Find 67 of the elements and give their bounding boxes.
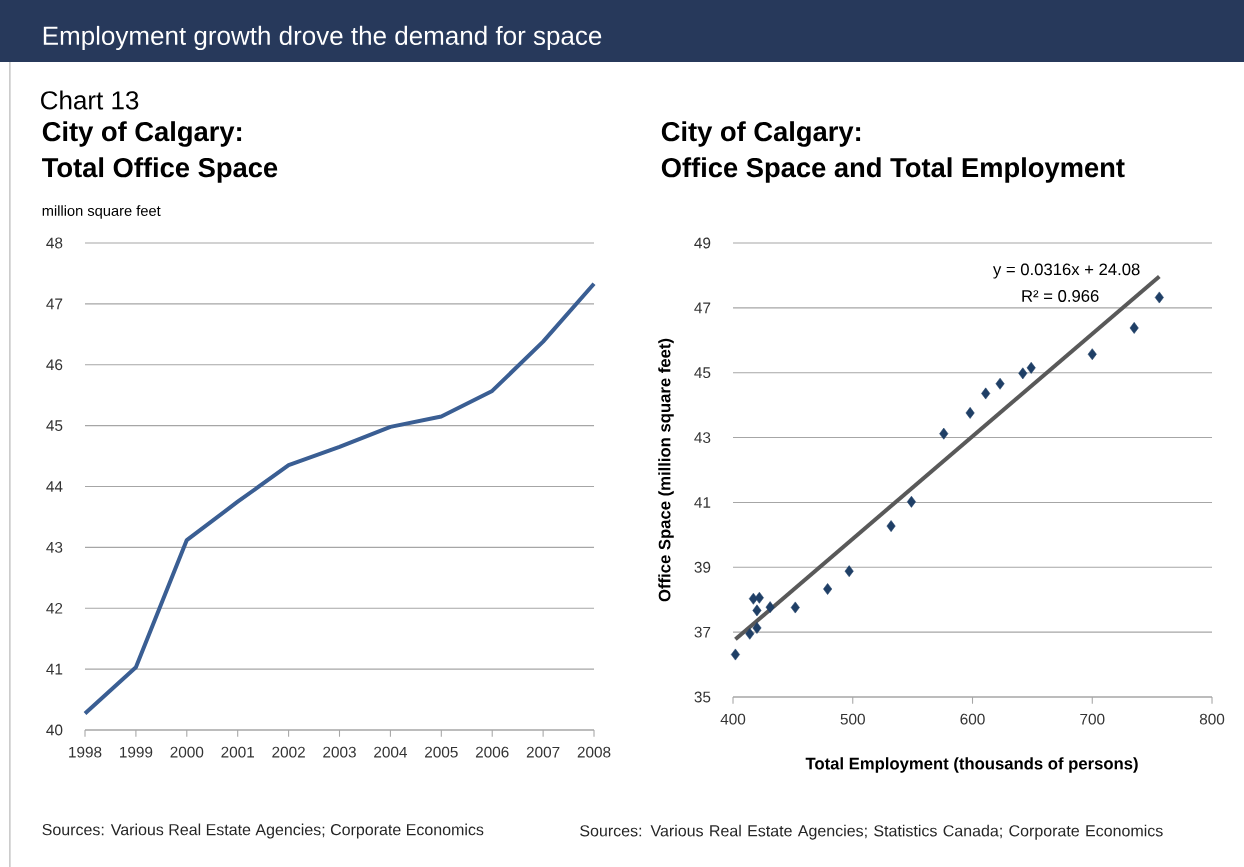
point	[939, 427, 949, 440]
y-tick-label: 47	[694, 302, 711, 314]
x-tick-label: 800	[1199, 713, 1225, 725]
y-tick-label: 44	[46, 481, 63, 492]
x-tick-label: 2003	[323, 746, 356, 758]
y-tick-label: 40	[46, 724, 63, 736]
y-tick-label: 47	[46, 298, 63, 310]
chart-title: City of Calgary:	[42, 121, 242, 147]
y-tick-label: 49	[694, 237, 711, 249]
x-tick-label: 700	[1080, 713, 1105, 725]
caption: Chart 13	[41, 90, 139, 110]
source-note: Sources: Various Real Estate Agencies; Statistics Canada; Corporate Economics	[580, 824, 1163, 840]
point	[965, 407, 975, 419]
x-tick-label: 2002	[272, 746, 305, 758]
x-tick-label: 1999	[120, 746, 153, 758]
y-tick-label: 41	[46, 663, 63, 675]
chart-title: City of Calgary:	[661, 121, 861, 147]
point	[995, 377, 1005, 390]
y-tick-label: 42	[46, 602, 63, 614]
x-tick-label: 500	[840, 713, 865, 725]
y-axis-title: Office Space (million square feet)	[658, 338, 674, 602]
point	[1026, 361, 1036, 374]
x-tick-label: 2004	[374, 746, 407, 758]
point	[844, 565, 854, 578]
x-tick-label: 400	[720, 713, 746, 725]
point	[886, 520, 896, 532]
y-tick-label: 43	[46, 541, 63, 553]
x-tick-label: 1998	[69, 746, 102, 758]
y-tick-label: 43	[694, 432, 711, 443]
y-tick-label: 41	[694, 497, 711, 508]
line-series	[83, 281, 597, 716]
x-tick-label: 2000	[170, 746, 204, 758]
y-tick-label: 39	[694, 561, 711, 573]
point	[1087, 348, 1097, 361]
point	[752, 622, 762, 634]
point	[981, 387, 991, 400]
point	[765, 601, 775, 614]
point	[823, 583, 833, 595]
point	[906, 495, 916, 508]
x-tick-label: 2008	[577, 746, 611, 758]
point	[1154, 291, 1164, 304]
y-tick-label: 48	[46, 237, 63, 249]
point	[790, 601, 800, 614]
y-tick-label: 46	[46, 359, 63, 371]
x-tick-label: 2007	[526, 746, 560, 758]
point	[1018, 367, 1028, 380]
annotation: y = 0.0316x + 24.08	[993, 263, 1140, 279]
y-tick-label: 35	[694, 691, 711, 703]
y-tick-label: 37	[694, 626, 711, 638]
y-tick-label: 45	[694, 367, 711, 379]
point	[745, 627, 755, 640]
x-tick-label: 2005	[425, 746, 458, 758]
x-tick-label: 2006	[475, 746, 509, 758]
x-tick-label: 2001	[221, 746, 254, 758]
text: Employment growth drove the demand for space	[43, 25, 602, 51]
source-note: Sources: Various Real Estate Agencies; Corporate Economics	[42, 823, 484, 839]
chart-subtitle: Total Office Space	[42, 157, 278, 183]
x-tick-label: 600	[960, 713, 985, 725]
annotation: R² = 0.966	[1022, 290, 1099, 302]
point	[730, 648, 740, 661]
y-axis-title: million square feet	[42, 205, 161, 219]
x-axis-title: Total Employment (thousands of persons)	[805, 757, 1138, 773]
point	[754, 591, 764, 604]
y-tick-label: 45	[46, 420, 63, 431]
chart-subtitle: Office Space and Total Employment	[661, 157, 1125, 183]
point	[752, 604, 762, 617]
point	[1129, 322, 1139, 334]
